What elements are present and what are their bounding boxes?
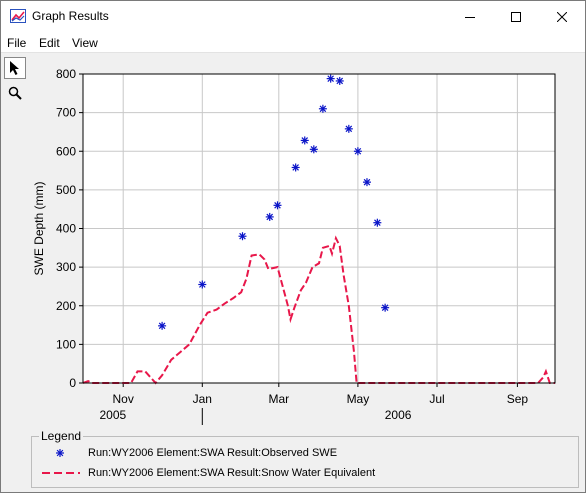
year-label: 2006 bbox=[385, 408, 412, 422]
observed-point bbox=[291, 163, 300, 172]
x-tick-label: May bbox=[347, 392, 370, 406]
observed-swe-series bbox=[158, 74, 390, 330]
minimize-icon bbox=[465, 16, 475, 18]
close-button[interactable] bbox=[539, 1, 585, 32]
y-tick-label: 200 bbox=[56, 299, 76, 313]
observed-point bbox=[318, 104, 327, 113]
y-tick-label: 700 bbox=[56, 106, 76, 120]
y-tick-label: 800 bbox=[56, 67, 76, 81]
y-tick-label: 300 bbox=[56, 260, 76, 274]
observed-point bbox=[273, 201, 282, 210]
menu-file[interactable]: File bbox=[7, 36, 27, 50]
y-tick-label: 0 bbox=[69, 376, 76, 390]
menu-view[interactable]: View bbox=[72, 36, 98, 50]
swe-chart[interactable]: 0 100 200 300 400 500 600 700 800 Nov Jan Mar May Ju… bbox=[29, 57, 585, 429]
maximize-icon bbox=[511, 11, 521, 22]
title-bar[interactable]: Graph Results bbox=[1, 1, 585, 32]
x-tick-label: Sep bbox=[507, 392, 529, 406]
menu-bar: File Edit View bbox=[1, 32, 585, 53]
legend-title: Legend bbox=[39, 429, 84, 443]
observed-point bbox=[326, 74, 335, 83]
snow-water-equivalent-series bbox=[82, 235, 555, 385]
y-tick-label: 100 bbox=[56, 337, 76, 351]
observed-point bbox=[344, 124, 353, 133]
x-tick-label: Mar bbox=[268, 392, 289, 406]
asterisk-marker-icon bbox=[56, 449, 64, 457]
x-tick-label: Jul bbox=[429, 392, 444, 406]
observed-point bbox=[362, 178, 371, 187]
zoom-magnifier-icon bbox=[8, 86, 22, 100]
legend-label-snow-water-equivalent: Run:WY2006 Element:SWA Result:Snow Water… bbox=[88, 467, 376, 479]
legend-asterisk bbox=[56, 449, 64, 457]
observed-point bbox=[238, 232, 247, 241]
y-tick-label: 400 bbox=[56, 222, 76, 236]
y-tick-label: 500 bbox=[56, 183, 76, 197]
menu-edit[interactable]: Edit bbox=[39, 36, 60, 50]
legend: Legend Run:WY2006 Element:SWA Result:Obs… bbox=[31, 429, 579, 488]
y-axis: 0 100 200 300 400 500 600 700 800 bbox=[56, 67, 83, 390]
observed-point bbox=[265, 212, 274, 221]
plot-frame bbox=[82, 73, 556, 384]
graph-app-icon bbox=[10, 9, 26, 23]
x-axis: Nov Jan Mar May Jul Sep 2005 2006 bbox=[99, 383, 528, 425]
dashed-line-icon bbox=[42, 472, 80, 474]
year-label: 2005 bbox=[99, 408, 126, 422]
window-title: Graph Results bbox=[32, 9, 109, 23]
observed-point bbox=[198, 280, 207, 289]
minimize-button[interactable] bbox=[447, 1, 493, 32]
close-icon bbox=[557, 11, 567, 22]
legend-item-snow-water-equivalent: Run:WY2006 Element:SWA Result:Snow Water… bbox=[40, 465, 375, 481]
observed-point bbox=[353, 147, 362, 156]
x-tick-label: Nov bbox=[113, 392, 134, 406]
observed-point bbox=[373, 218, 382, 227]
observed-point bbox=[300, 136, 309, 145]
zoom-tool-button[interactable] bbox=[4, 82, 26, 104]
y-tick-label: 600 bbox=[56, 144, 76, 158]
pointer-arrow-icon bbox=[10, 61, 19, 75]
pointer-tool-button[interactable] bbox=[4, 57, 26, 79]
legend-item-observed-swe: Run:WY2006 Element:SWA Result:Observed S… bbox=[40, 445, 337, 461]
x-tick-label: Jan bbox=[193, 392, 212, 406]
graph-toolbar bbox=[1, 53, 29, 433]
observed-point bbox=[309, 145, 318, 154]
y-axis-label: SWE Depth (mm) bbox=[32, 181, 46, 275]
observed-point bbox=[381, 303, 390, 312]
observed-point bbox=[158, 321, 167, 330]
observed-point bbox=[335, 76, 344, 85]
swe-line bbox=[82, 235, 555, 385]
maximize-button[interactable] bbox=[493, 1, 539, 32]
legend-label-observed-swe: Run:WY2006 Element:SWA Result:Observed S… bbox=[88, 447, 338, 459]
